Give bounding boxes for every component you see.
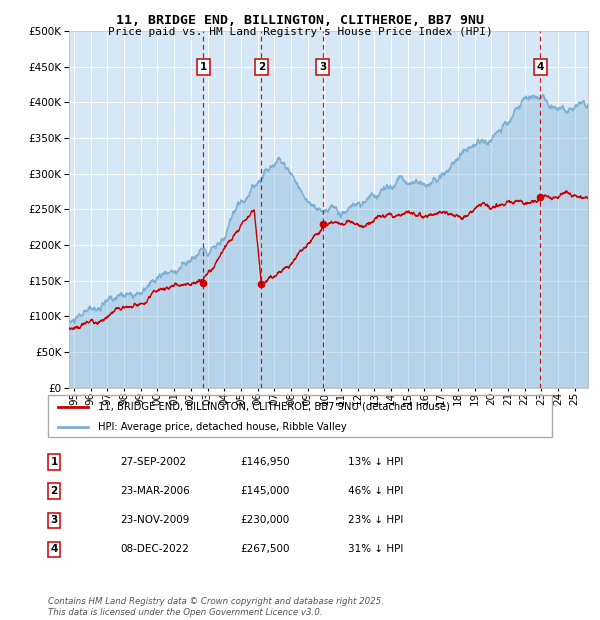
Text: 08-DEC-2022: 08-DEC-2022 bbox=[120, 544, 189, 554]
Text: 3: 3 bbox=[319, 61, 326, 72]
Text: £230,000: £230,000 bbox=[240, 515, 289, 525]
Text: £145,000: £145,000 bbox=[240, 486, 289, 496]
Text: 23-NOV-2009: 23-NOV-2009 bbox=[120, 515, 190, 525]
Text: Contains HM Land Registry data © Crown copyright and database right 2025.
This d: Contains HM Land Registry data © Crown c… bbox=[48, 598, 384, 617]
Text: 23% ↓ HPI: 23% ↓ HPI bbox=[348, 515, 403, 525]
Text: 27-SEP-2002: 27-SEP-2002 bbox=[120, 457, 186, 467]
Text: 3: 3 bbox=[50, 515, 58, 525]
Text: 23-MAR-2006: 23-MAR-2006 bbox=[120, 486, 190, 496]
Text: 46% ↓ HPI: 46% ↓ HPI bbox=[348, 486, 403, 496]
Text: 4: 4 bbox=[50, 544, 58, 554]
Text: 2: 2 bbox=[258, 61, 265, 72]
Text: £146,950: £146,950 bbox=[240, 457, 290, 467]
Text: 11, BRIDGE END, BILLINGTON, CLITHEROE, BB7 9NU (detached house): 11, BRIDGE END, BILLINGTON, CLITHEROE, B… bbox=[98, 402, 450, 412]
Text: 13% ↓ HPI: 13% ↓ HPI bbox=[348, 457, 403, 467]
Text: 1: 1 bbox=[50, 457, 58, 467]
Text: HPI: Average price, detached house, Ribble Valley: HPI: Average price, detached house, Ribb… bbox=[98, 422, 347, 432]
Text: 1: 1 bbox=[200, 61, 207, 72]
Text: 2: 2 bbox=[50, 486, 58, 496]
Text: 11, BRIDGE END, BILLINGTON, CLITHEROE, BB7 9NU: 11, BRIDGE END, BILLINGTON, CLITHEROE, B… bbox=[116, 14, 484, 27]
Text: 31% ↓ HPI: 31% ↓ HPI bbox=[348, 544, 403, 554]
Text: 4: 4 bbox=[536, 61, 544, 72]
Text: £267,500: £267,500 bbox=[240, 544, 290, 554]
Text: Price paid vs. HM Land Registry's House Price Index (HPI): Price paid vs. HM Land Registry's House … bbox=[107, 27, 493, 37]
